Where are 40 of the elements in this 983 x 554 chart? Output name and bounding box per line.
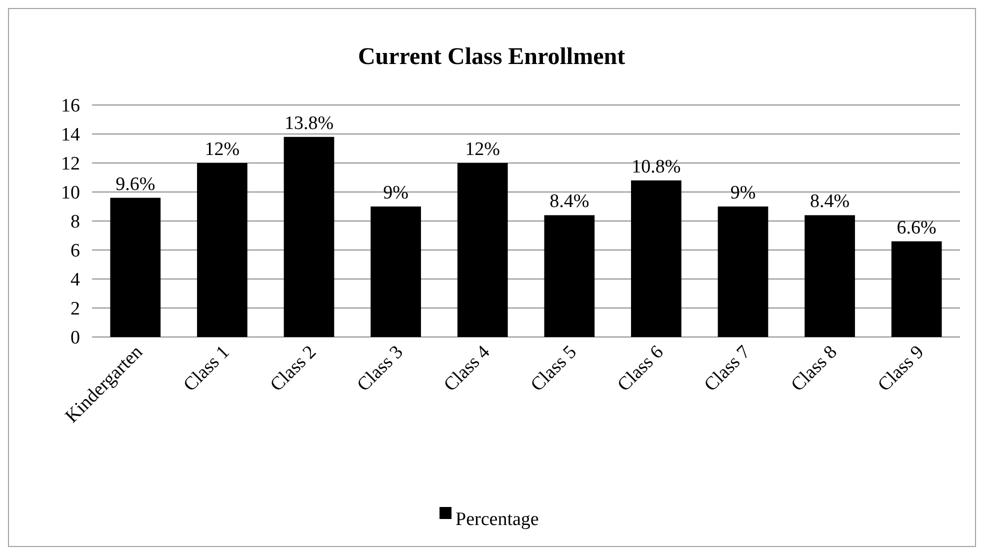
y-tick-label: 4 xyxy=(70,270,80,291)
bar xyxy=(891,241,942,337)
bar xyxy=(370,206,421,337)
data-label: 12% xyxy=(204,139,240,160)
x-tick-label: Class 9 xyxy=(874,342,928,396)
y-tick-label: 2 xyxy=(70,298,80,320)
x-tick-label: Class 2 xyxy=(266,342,321,396)
data-label: 9.6% xyxy=(116,174,156,195)
data-label: 8.4% xyxy=(810,191,850,212)
bar xyxy=(631,180,682,337)
x-tick-label: Class 1 xyxy=(180,342,234,396)
data-label: 10.8% xyxy=(632,156,681,178)
x-tick-label: Class 7 xyxy=(700,342,755,396)
x-tick-label: Class 8 xyxy=(787,342,842,396)
data-label: 9% xyxy=(730,182,756,204)
y-tick-label: 16 xyxy=(61,96,80,117)
bar xyxy=(284,136,334,337)
data-label: 13.8% xyxy=(284,112,334,134)
chart-title: Current Class Enrollment xyxy=(358,44,626,70)
x-tick-label: Class 6 xyxy=(614,342,668,396)
data-label: 12% xyxy=(465,139,500,160)
bar xyxy=(457,163,508,337)
bar xyxy=(197,163,248,337)
x-tick-label: Class 3 xyxy=(353,342,408,396)
data-label: 9% xyxy=(383,182,409,204)
bar xyxy=(544,215,595,337)
y-tick-label: 8 xyxy=(70,212,80,233)
y-tick-label: 10 xyxy=(61,182,80,204)
y-tick-label: 6 xyxy=(70,240,80,262)
y-tick-label: 14 xyxy=(61,124,80,146)
data-label: 6.6% xyxy=(896,217,937,238)
x-tick-label: Class 4 xyxy=(440,341,494,396)
y-tick-label: 0 xyxy=(70,328,80,349)
legend-label: Percentage xyxy=(456,509,539,530)
y-tick-label: 12 xyxy=(61,154,80,175)
bar xyxy=(110,198,161,337)
x-tick-label: Class 5 xyxy=(526,342,581,396)
bar xyxy=(718,206,768,337)
bar xyxy=(804,215,855,337)
data-label: 8.4% xyxy=(550,191,590,212)
